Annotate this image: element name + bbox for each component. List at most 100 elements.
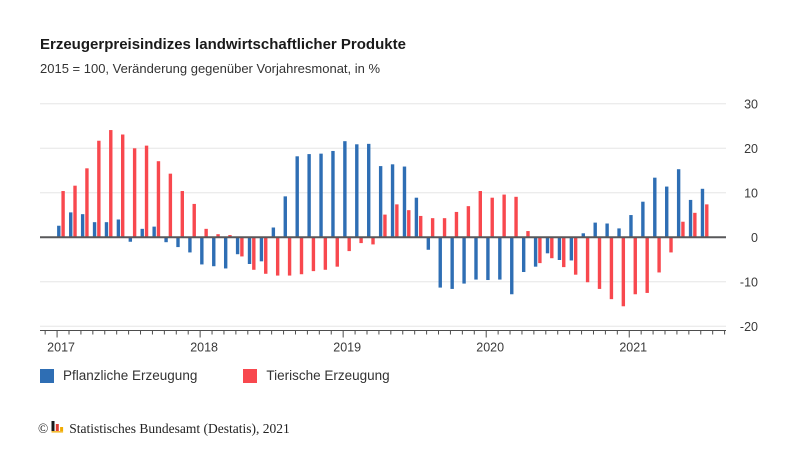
bar-tierisch (466, 206, 471, 238)
bar-tierisch (275, 237, 280, 276)
bar-pflanzlich (665, 186, 669, 238)
bar-pflanzlich (414, 197, 419, 238)
y-axis-tick-label: 10 (744, 186, 758, 200)
bar-tierisch (180, 191, 184, 238)
bar-pflanzlich (474, 237, 478, 280)
bar-pflanzlich (355, 144, 359, 238)
bar-pflanzlich (200, 237, 204, 265)
bar-pflanzlich (593, 222, 597, 238)
bar-tierisch (85, 168, 89, 238)
chart-subtitle: 2015 = 100, Veränderung gegenüber Vorjah… (40, 61, 381, 76)
destatis-logo-icon (51, 420, 64, 437)
bar-tierisch (538, 237, 542, 264)
bar-tierisch (192, 203, 196, 238)
bar-pflanzlich (104, 222, 109, 238)
bar-tierisch (73, 185, 77, 238)
bar-pflanzlich (462, 237, 466, 284)
bar-pflanzlich (128, 237, 133, 242)
bar-pflanzlich (212, 237, 216, 267)
bar-tierisch (121, 134, 125, 238)
bar-tierisch (705, 204, 709, 238)
bar-pflanzlich (69, 212, 73, 238)
x-axis-year-label: 2019 (333, 341, 361, 355)
x-axis-year-label: 2018 (190, 341, 218, 355)
y-axis-tick-label: 30 (744, 97, 758, 111)
y-axis-tick-label: 0 (751, 231, 758, 245)
bar-pflanzlich (259, 237, 264, 262)
bar-pflanzlich (486, 237, 490, 281)
bar-tierisch (526, 231, 530, 238)
bar-pflanzlich (331, 150, 335, 238)
bar-pflanzlich (390, 164, 395, 238)
x-axis-year-label: 2020 (476, 341, 504, 355)
bar-tierisch (132, 148, 137, 238)
bar-tierisch (311, 237, 316, 272)
bar-tierisch (657, 237, 661, 273)
bar-tierisch (97, 140, 101, 238)
bar-pflanzlich (92, 222, 97, 238)
chart-title: Erzeugerpreisindizes landwirtschaftliche… (40, 36, 406, 53)
bar-pflanzlich (676, 169, 681, 238)
bar-tierisch (490, 197, 494, 238)
bar-tierisch (61, 191, 65, 238)
bar-tierisch (168, 173, 173, 238)
bar-pflanzlich (450, 237, 454, 289)
bar-pflanzlich (235, 237, 240, 255)
bar-pflanzlich (57, 225, 61, 238)
bar-pflanzlich (283, 196, 287, 238)
x-axis-year-label: 2021 (619, 341, 647, 355)
y-axis-tick-label: -20 (740, 320, 758, 334)
legend-swatch-red-icon (243, 368, 258, 383)
bar-tierisch (371, 237, 375, 245)
bar-pflanzlich (557, 237, 562, 260)
bar-pflanzlich (402, 166, 407, 238)
bar-tierisch (645, 237, 649, 293)
bar-pflanzlich (438, 237, 442, 288)
bar-pflanzlich (653, 177, 657, 238)
legend-label: Tierische Erzeugung (266, 368, 390, 383)
bar-tierisch (669, 237, 673, 253)
bar-pflanzlich (629, 215, 633, 238)
bar-tierisch (216, 234, 220, 238)
bar-tierisch (228, 235, 232, 238)
bar-tierisch (478, 191, 482, 238)
bar-tierisch (109, 130, 113, 238)
legend-swatch-blue-icon (40, 368, 54, 383)
bar-tierisch (359, 237, 363, 244)
bar-pflanzlich (343, 141, 347, 238)
bar-tierisch (383, 214, 387, 238)
bar-tierisch (252, 237, 256, 270)
bar-tierisch (144, 145, 149, 238)
bar-pflanzlich (688, 199, 693, 238)
bar-pflanzlich (223, 237, 228, 269)
bar-tierisch (347, 237, 351, 252)
bar-pflanzlich (700, 188, 705, 238)
bar-tierisch (323, 237, 328, 270)
bar-tierisch (562, 237, 566, 268)
bar-tierisch (156, 161, 161, 238)
bar-tierisch (693, 212, 697, 238)
bar-pflanzlich (271, 227, 276, 238)
bar-tierisch (264, 237, 268, 274)
bar-pflanzlich (295, 156, 299, 238)
bar-tierisch (335, 237, 339, 267)
bar-tierisch (681, 221, 685, 238)
bar-tierisch (442, 218, 447, 238)
bar-pflanzlich (617, 228, 621, 238)
bar-tierisch (621, 237, 626, 307)
bar-pflanzlich (426, 237, 431, 250)
copyright-symbol: © (38, 420, 49, 436)
bar-pflanzlich (521, 237, 526, 273)
bar-tierisch (514, 196, 518, 238)
source-attribution: © Statistisches Bundesamt (Destatis), 20… (38, 420, 290, 437)
legend-item-tierische: Tierische Erzeugung (243, 368, 390, 383)
bar-tierisch (585, 237, 590, 283)
bar-pflanzlich (247, 237, 252, 264)
y-axis-tick-label: -10 (740, 275, 758, 289)
bar-pflanzlich (140, 228, 144, 238)
source-text: Statistisches Bundesamt (Destatis), 2021 (69, 420, 290, 436)
bar-pflanzlich (533, 237, 538, 267)
bar-pflanzlich (367, 143, 371, 238)
bar-tierisch (502, 194, 506, 238)
